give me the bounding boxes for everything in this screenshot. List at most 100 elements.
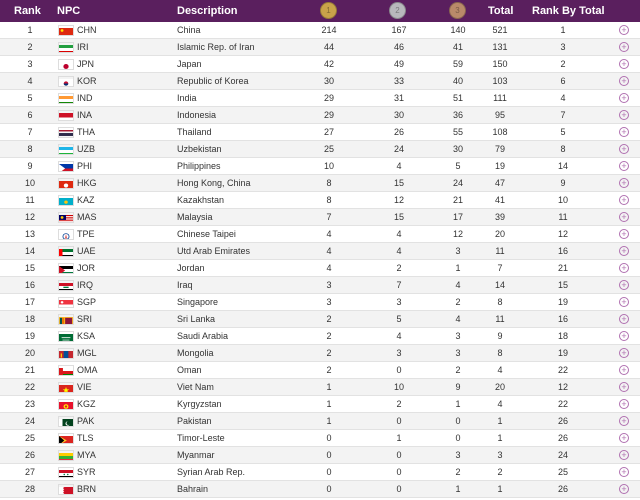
silver-medal-icon[interactable]: 2 bbox=[389, 2, 406, 19]
npc-code-cell[interactable]: KAZ bbox=[77, 195, 95, 205]
table-row: 18 SRI Sri Lanka 2 5 4 11 16 + bbox=[0, 311, 640, 328]
header-rank[interactable]: Rank bbox=[14, 5, 41, 17]
npc-code-cell[interactable]: SGP bbox=[77, 297, 97, 307]
flag-icon bbox=[58, 450, 74, 461]
expand-row-icon[interactable]: + bbox=[619, 331, 629, 341]
silver-cell: 12 bbox=[393, 195, 404, 205]
npc-code-cell[interactable]: MAS bbox=[77, 212, 97, 222]
header-npc[interactable]: NPC bbox=[57, 5, 81, 17]
expand-row-icon[interactable]: + bbox=[619, 178, 629, 188]
expand-row-icon[interactable]: + bbox=[619, 76, 629, 86]
expand-row-icon[interactable]: + bbox=[619, 263, 629, 273]
gold-cell: 4 bbox=[326, 263, 332, 273]
npc-code-cell[interactable]: VIE bbox=[77, 382, 92, 392]
npc-code-cell[interactable]: IRI bbox=[77, 42, 89, 52]
table-row: 15 JOR Jordan 4 2 1 7 21 + bbox=[0, 260, 640, 277]
npc-code-cell[interactable]: INA bbox=[77, 110, 93, 120]
expand-row-icon[interactable]: + bbox=[619, 93, 629, 103]
description-cell: Jordan bbox=[177, 263, 205, 273]
expand-row-icon[interactable]: + bbox=[619, 450, 629, 460]
rank-cell: 22 bbox=[24, 382, 35, 392]
npc-code-cell[interactable]: JPN bbox=[77, 59, 95, 69]
npc-code-cell[interactable]: KOR bbox=[77, 76, 97, 86]
rank-by-total-cell: 26 bbox=[557, 433, 568, 443]
rank-cell: 19 bbox=[24, 331, 35, 341]
npc-code-cell[interactable]: BRN bbox=[77, 484, 97, 494]
expand-row-icon[interactable]: + bbox=[619, 297, 629, 307]
expand-row-icon[interactable]: + bbox=[619, 127, 629, 137]
total-cell: 11 bbox=[495, 314, 505, 324]
npc-code-cell[interactable]: OMA bbox=[77, 365, 98, 375]
npc-code-cell[interactable]: PHI bbox=[77, 161, 93, 171]
expand-row-icon[interactable]: + bbox=[619, 348, 629, 358]
bronze-cell: 1 bbox=[455, 484, 461, 494]
npc-code-cell[interactable]: TPE bbox=[77, 229, 95, 239]
expand-row-icon[interactable]: + bbox=[619, 433, 629, 443]
npc-code-cell[interactable]: JOR bbox=[77, 263, 95, 273]
rank-by-total-cell: 19 bbox=[557, 348, 568, 358]
npc-code-cell[interactable]: KGZ bbox=[77, 399, 96, 409]
npc-code-cell[interactable]: CHN bbox=[77, 25, 97, 35]
expand-row-icon[interactable]: + bbox=[619, 382, 629, 392]
bronze-cell: 55 bbox=[452, 127, 463, 137]
expand-row-icon[interactable]: + bbox=[619, 25, 629, 35]
rank-cell: 17 bbox=[24, 297, 35, 307]
header-description[interactable]: Description bbox=[177, 5, 238, 17]
rank-cell: 24 bbox=[24, 416, 35, 426]
npc-code-cell[interactable]: UAE bbox=[77, 246, 96, 256]
npc-code-cell[interactable]: IRQ bbox=[77, 280, 94, 290]
npc-code-cell[interactable]: SRI bbox=[77, 314, 93, 324]
gold-cell: 3 bbox=[326, 297, 332, 307]
expand-row-icon[interactable]: + bbox=[619, 212, 629, 222]
bronze-cell: 2 bbox=[455, 467, 461, 477]
npc-code-cell[interactable]: KSA bbox=[77, 331, 96, 341]
expand-row-icon[interactable]: + bbox=[619, 246, 629, 256]
total-cell: 108 bbox=[492, 127, 508, 137]
total-cell: 2 bbox=[497, 467, 503, 477]
total-cell: 39 bbox=[494, 212, 505, 222]
expand-row-icon[interactable]: + bbox=[619, 399, 629, 409]
expand-row-icon[interactable]: + bbox=[619, 467, 629, 477]
bronze-cell: 24 bbox=[452, 178, 463, 188]
silver-cell: 2 bbox=[396, 399, 402, 409]
flag-icon bbox=[58, 433, 74, 444]
npc-code-cell[interactable]: SYR bbox=[77, 467, 96, 477]
bronze-medal-icon[interactable]: 3 bbox=[449, 2, 466, 19]
rank-cell: 13 bbox=[24, 229, 35, 239]
table-row: 13 TPE Chinese Taipei 4 4 12 20 12 + bbox=[0, 226, 640, 243]
npc-code-cell[interactable]: TLS bbox=[77, 433, 94, 443]
bronze-cell: 5 bbox=[455, 161, 461, 171]
header-rank-by-total[interactable]: Rank By Total bbox=[532, 5, 605, 17]
npc-code-cell[interactable]: MYA bbox=[77, 450, 96, 460]
header-total[interactable]: Total bbox=[488, 5, 514, 17]
expand-row-icon[interactable]: + bbox=[619, 484, 629, 494]
npc-code-cell[interactable]: HKG bbox=[77, 178, 97, 188]
npc-code-cell[interactable]: UZB bbox=[77, 144, 95, 154]
expand-row-icon[interactable]: + bbox=[619, 365, 629, 375]
npc-code-cell[interactable]: IND bbox=[77, 93, 93, 103]
expand-row-icon[interactable]: + bbox=[619, 195, 629, 205]
npc-code-cell[interactable]: THA bbox=[77, 127, 95, 137]
total-cell: 4 bbox=[497, 399, 503, 409]
expand-row-icon[interactable]: + bbox=[619, 229, 629, 239]
npc-code-cell[interactable]: PAK bbox=[77, 416, 95, 426]
rank-cell: 14 bbox=[24, 246, 35, 256]
npc-code-cell[interactable]: MGL bbox=[77, 348, 97, 358]
silver-cell: 31 bbox=[393, 93, 404, 103]
expand-row-icon[interactable]: + bbox=[619, 42, 629, 52]
silver-cell: 4 bbox=[396, 246, 402, 256]
expand-row-icon[interactable]: + bbox=[619, 110, 629, 120]
expand-row-icon[interactable]: + bbox=[619, 161, 629, 171]
expand-row-icon[interactable]: + bbox=[619, 144, 629, 154]
flag-icon bbox=[58, 416, 74, 427]
flag-icon bbox=[58, 110, 74, 121]
table-body: 1 CHN China 214 167 140 521 1 + 2 IRI Is… bbox=[0, 22, 640, 498]
gold-medal-icon[interactable]: 1 bbox=[320, 2, 337, 19]
expand-row-icon[interactable]: + bbox=[619, 59, 629, 69]
flag-icon bbox=[58, 76, 74, 87]
expand-row-icon[interactable]: + bbox=[619, 314, 629, 324]
rank-by-total-cell: 15 bbox=[557, 280, 568, 290]
expand-row-icon[interactable]: + bbox=[619, 280, 629, 290]
total-cell: 14 bbox=[494, 280, 505, 290]
expand-row-icon[interactable]: + bbox=[619, 416, 629, 426]
